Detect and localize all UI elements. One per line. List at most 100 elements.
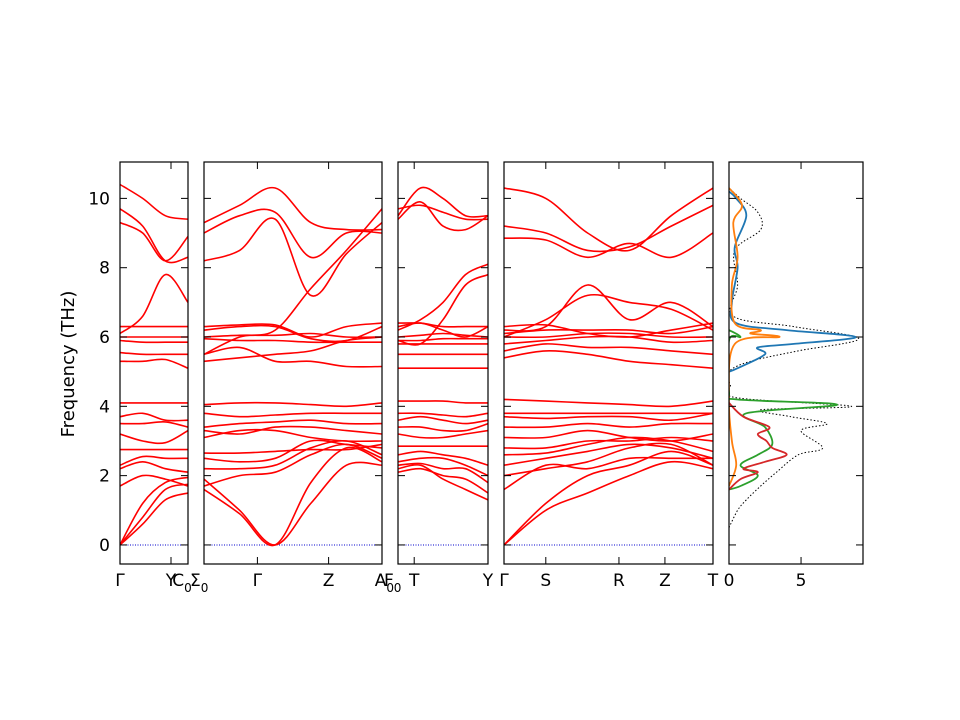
band-line	[398, 467, 488, 494]
band-line	[204, 419, 382, 428]
band-line	[504, 325, 713, 335]
band-line	[204, 332, 382, 339]
y-tick-label: 6	[99, 328, 110, 348]
band-lines	[120, 183, 188, 546]
band-line	[120, 221, 188, 262]
band-line	[398, 464, 488, 501]
band-line	[120, 429, 188, 445]
band-line	[504, 322, 713, 338]
band-line	[504, 343, 713, 356]
x-tick-label: Y	[165, 571, 177, 591]
x-tick-label: Σ0	[190, 571, 208, 595]
band-line	[120, 492, 188, 546]
band-line	[204, 401, 382, 408]
band-line	[504, 412, 713, 422]
band-line	[398, 332, 488, 338]
band-line	[398, 204, 488, 221]
band-panel-p3: F0 T Y	[384, 161, 494, 595]
band-line	[504, 398, 713, 408]
band-line	[504, 436, 713, 450]
band-line	[204, 346, 382, 368]
band-line	[504, 332, 713, 339]
band-line	[120, 476, 188, 546]
dos-curve	[729, 187, 781, 487]
band-line	[398, 263, 488, 331]
dos-curve	[729, 190, 857, 373]
x-tick-label: Γ	[499, 571, 509, 591]
band-line	[204, 217, 382, 297]
band-line	[398, 456, 488, 477]
x-tick-label: 5	[796, 571, 807, 591]
band-line	[120, 455, 188, 466]
x-tick-label: 0	[724, 571, 735, 591]
x-tick-label: Γ	[253, 571, 263, 591]
band-line	[504, 422, 713, 429]
band-line	[120, 412, 188, 422]
y-axis-label: Frequency (THz)	[58, 291, 79, 438]
x-tick-label: S	[540, 571, 551, 591]
band-line	[398, 400, 488, 404]
panel-frame	[119, 161, 189, 565]
band-lines	[204, 186, 382, 547]
dos-curves	[729, 187, 860, 528]
x-tick-label: Y	[482, 571, 494, 591]
band-line	[120, 339, 188, 344]
band-line	[204, 461, 382, 546]
band-line	[204, 425, 382, 435]
y-tick-label: 2	[99, 467, 110, 487]
band-line	[120, 474, 188, 487]
band-line	[504, 187, 713, 252]
dos-frame	[728, 161, 864, 565]
band-line	[204, 439, 382, 463]
band-line	[398, 462, 488, 484]
band-line	[120, 351, 188, 356]
band-line	[204, 208, 382, 356]
band-line	[504, 456, 713, 491]
dos-curve	[729, 402, 788, 491]
band-line	[504, 442, 713, 477]
band-line	[204, 322, 382, 338]
band-line	[398, 412, 488, 418]
band-line	[120, 483, 188, 546]
x-tick-label: Z	[323, 571, 335, 591]
panel-frame	[397, 161, 489, 565]
band-line	[398, 201, 488, 232]
band-line	[398, 450, 488, 466]
band-lines	[398, 186, 488, 501]
x-tick-label: C0	[172, 571, 192, 595]
band-line	[204, 324, 382, 343]
band-line	[204, 412, 382, 418]
x-tick-label: R	[613, 571, 625, 591]
band-line	[504, 204, 713, 253]
band-line	[120, 208, 188, 264]
band-line	[504, 350, 713, 369]
y-tick-label: 8	[99, 259, 110, 279]
panel-frame	[503, 161, 714, 565]
panel-frame	[203, 161, 383, 565]
band-line	[504, 460, 713, 546]
band-line	[120, 358, 188, 369]
band-line	[120, 420, 188, 428]
x-tick-label: Γ	[115, 571, 125, 591]
band-line	[504, 429, 713, 442]
y-tick-label: 4	[99, 397, 110, 417]
band-line	[504, 450, 713, 546]
band-line	[204, 428, 382, 443]
x-tick-label: T	[707, 571, 719, 591]
band-lines	[504, 187, 713, 546]
band-line	[504, 293, 713, 338]
band-line	[504, 284, 713, 332]
band-line	[398, 415, 488, 425]
band-line	[398, 337, 488, 342]
y-tick-label: 0	[99, 536, 110, 556]
band-line	[204, 443, 382, 455]
band-line	[204, 337, 382, 344]
band-panel-p1: 0 2 4 6 8 10 Γ YC0	[88, 161, 192, 595]
band-line	[120, 460, 188, 473]
x-tick-label: Z	[659, 571, 671, 591]
y-tick-label: 10	[88, 189, 110, 209]
